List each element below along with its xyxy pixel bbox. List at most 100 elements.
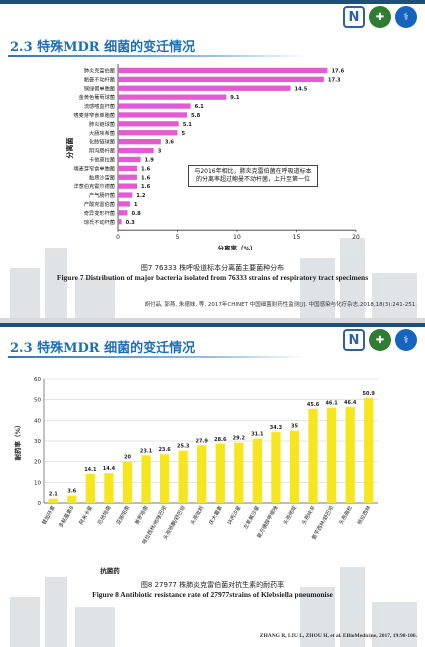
bar [178,450,188,503]
category-label: 鲍曼不动杆菌 [84,75,115,83]
y-tick-label: 30 [34,439,41,445]
x-axis-title: 分离率（%） [217,244,256,250]
figure-7-caption-en: Figure 7 Distribution of major bacteria … [56,273,369,282]
category-label: 铜绿假单胞菌 [84,84,115,92]
category-label: 头孢吡肟 [188,504,205,526]
y-tick-label: 50 [34,398,41,404]
chart-annotation-box: 与2016年相比，肺炎克雷伯菌在呼吸道标本的分离率超过鲍曼不动杆菌，上升至第一位 [188,165,318,187]
figure-7-caption-cn: 图7 76333 株呼吸道标本分离菌主要菌种分布 [140,264,285,272]
red-cross-logo: ✚ [369,6,391,28]
data-label: 29.2 [233,436,246,442]
data-label: 3.6 [165,140,175,146]
data-label: 25.3 [177,444,190,450]
hospital-n-logo: N [343,329,365,351]
data-label: 45.6 [307,402,320,408]
data-label: 1.6 [141,175,151,181]
data-label: 34.3 [270,425,283,431]
category-label: 肺炎克雷伯菌 [84,66,115,74]
bar [48,498,58,503]
category-label: 卡他莫拉菌 [89,155,115,163]
x-tick-label: 10 [233,234,241,241]
bar [118,192,133,198]
bar [118,219,122,225]
bar [118,112,188,118]
category-label: 奇异变形杆菌 [84,209,115,217]
data-label: 1.6 [141,166,151,172]
y-tick-label: 60 [34,377,41,383]
y-tick-label: 40 [34,418,41,424]
data-label: 3.6 [67,489,76,495]
bar [271,432,281,503]
bar [118,103,191,109]
data-label: 46.1 [325,401,338,407]
y-tick-label: 0 [38,501,42,507]
bar [122,461,133,503]
x-tick-label: 20 [352,234,360,241]
data-label: 17.6 [331,68,344,74]
bar [118,139,161,145]
data-label: 17.3 [328,77,341,83]
logo-group: N ✚ ⚕ [343,329,417,351]
bar [118,174,138,180]
chart-bacteria-distribution: 肺炎克雷伯菌 17.6 鲍曼不动杆菌 17.3 铜绿假单胞菌 14.5 金黄色葡萄球菌 9.1… [65,64,360,250]
data-label: 31.1 [251,432,264,438]
chart-resistance-rate: 0 10 20 30 40 50 60 2.1 替加环素 3.6 多粘菌素B 14.1 阿米卡星 14.4… [13,377,378,575]
bar [215,443,225,503]
bar [118,210,128,216]
data-label: 0.3 [126,220,136,226]
category-label: 替加环素 [40,504,57,526]
slide-2-citation: ZHANG R, LIU L, ZHOU H, et al. EBioMedic… [259,633,417,639]
data-label: 27.9 [196,438,209,444]
city-watermark [0,557,425,647]
bar [118,156,141,163]
data-label: 35 [291,424,298,430]
data-label: 14.5 [295,86,308,92]
category-label: 产酸克雷伯菌 [84,200,115,208]
data-label: 50.9 [363,391,376,397]
category-label: 肺炎链球菌 [89,120,115,128]
y-tick-label: 10 [34,480,41,486]
slide-1-title: 2.3 特殊MDR 细菌的变迁情况 [10,40,196,55]
bar [85,473,96,503]
bar [118,183,138,189]
data-label: 28.6 [214,437,227,443]
bar [118,85,291,91]
top-bar [0,323,425,327]
bar [141,455,151,503]
data-label: 0.8 [132,211,142,217]
data-label: 1.9 [145,157,155,163]
bar [118,94,227,100]
slide-1: N ✚ ⚕ 2.3 特殊MDR 细菌的变迁情况 肺炎克雷伯菌 17.6 鲍曼不动杆菌… [0,0,425,318]
bar [234,442,244,503]
category-label: 大肠埃希菌 [89,129,115,137]
category-label: 流感嗜血杆菌 [84,102,115,110]
data-label: 1 [134,202,138,208]
category-label: 阴沟肠杆菌 [89,147,115,155]
category-label: 头孢呋辛 [299,504,316,526]
bar [197,445,207,503]
category-label: 多粘菌素B [56,504,75,529]
category-label: 哌拉西林 [355,503,373,526]
top-bar [0,0,425,4]
category-label: 左氧氟沙星 [241,504,261,530]
category-label: 化脓链球菌 [89,138,115,146]
bar [289,430,300,503]
x-tick-label: 15 [293,234,301,241]
hospital-n-logo: N [343,6,365,28]
category-label: 洋葱伯克霍尔德菌 [73,182,115,190]
category-label: 黏质沙雷菌 [89,173,115,181]
category-label: 琼氏不动杆菌 [84,218,115,226]
y-tick-label: 20 [34,460,41,466]
category-label: 头孢他啶 [281,504,298,526]
data-label: 6.1 [195,104,205,110]
slide-1-citation: 胡付品, 郭燕, 朱德妹, 等. 2017年CHINET 中国细菌耐药性监测[J… [144,302,417,308]
medical-emblem-logo: ⚕ [395,6,417,28]
category-label: 嗜麦芽窄食单胞菌 [73,164,115,172]
x-axis-title: 抗菌药 [100,566,120,575]
city-watermark [0,228,425,318]
category-label: 阿米卡星 [77,504,94,526]
y-axis-title: 耐药率（%） [13,421,22,460]
category-label: 金黄色葡萄球菌 [79,93,115,101]
bar [118,165,138,171]
category-label: 亚胺培南 [114,504,131,526]
